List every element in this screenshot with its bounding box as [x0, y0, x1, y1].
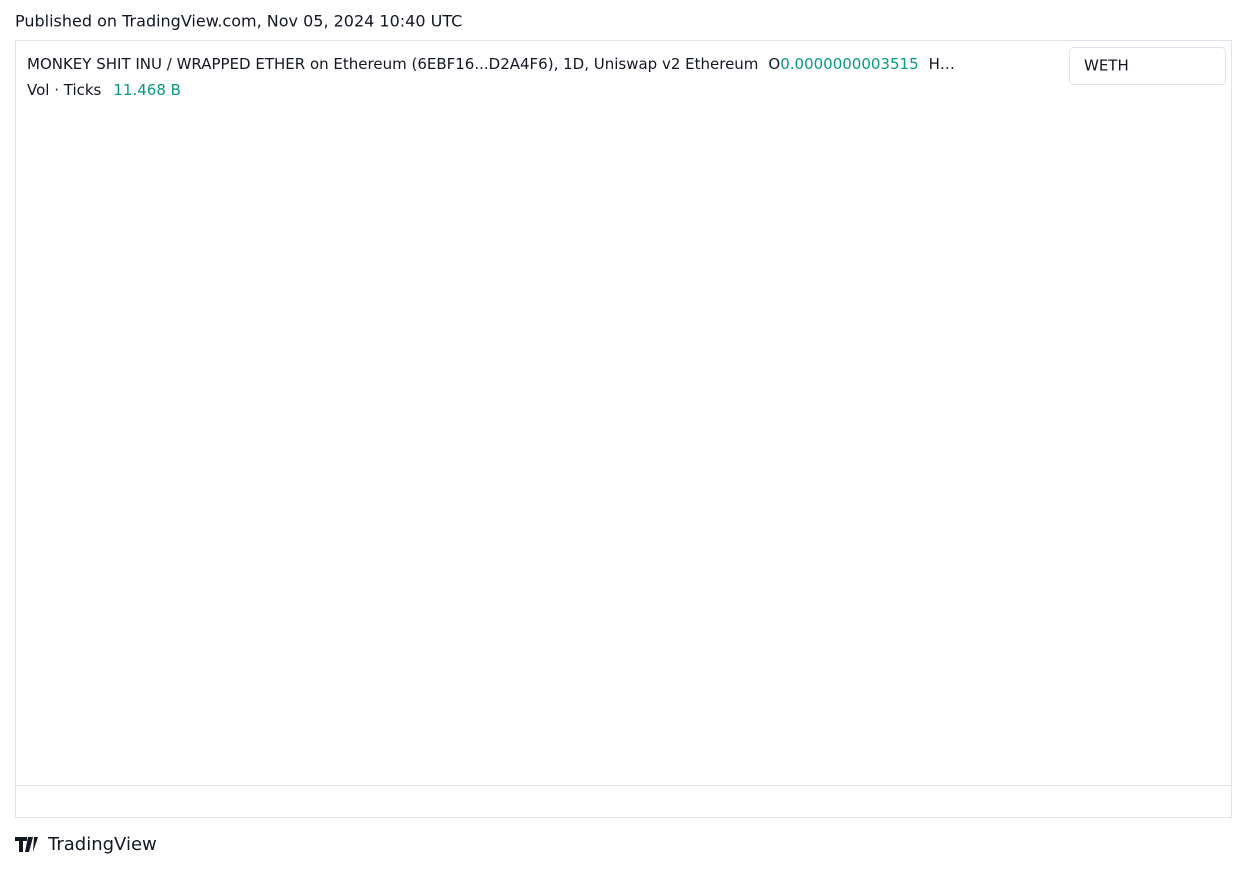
open-value: 0.0000000003515	[780, 55, 918, 73]
truncated: H…	[929, 55, 955, 73]
symbol-box[interactable]	[1069, 47, 1226, 85]
symbol-box-text: WETH	[1084, 57, 1129, 75]
volume-last: 11.468 B	[113, 81, 181, 99]
brand-text: TradingView	[47, 834, 157, 855]
open-prefix: O	[768, 55, 780, 73]
chart-frame	[15, 40, 1232, 818]
volume-title: Vol · Ticks	[27, 81, 102, 99]
volume-legend: Vol · Ticks 11.468 B	[27, 81, 181, 99]
legend-title: MONKEY SHIT INU / WRAPPED ETHER on Ether…	[27, 55, 758, 73]
brand-logo: TradingView	[15, 834, 157, 855]
logo-mark	[15, 837, 38, 852]
legend-line: MONKEY SHIT INU / WRAPPED ETHER on Ether…	[27, 55, 955, 73]
published-line: Published on TradingView.com, Nov 05, 20…	[15, 12, 462, 31]
